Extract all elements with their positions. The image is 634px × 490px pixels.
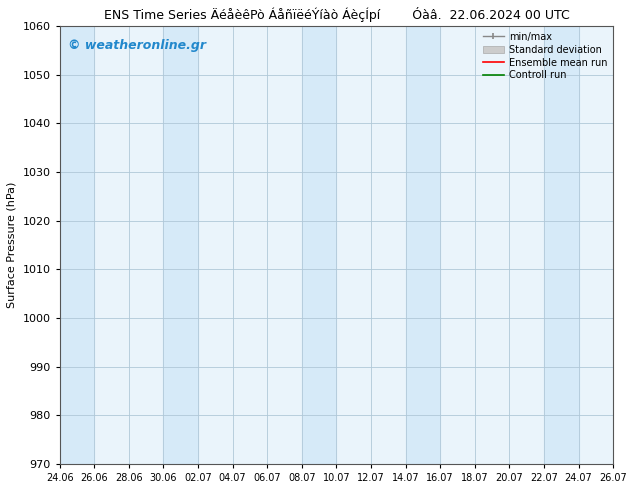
Legend: min/max, Standard deviation, Ensemble mean run, Controll run: min/max, Standard deviation, Ensemble me…: [479, 28, 611, 84]
Bar: [544, 26, 579, 464]
Title: ENS Time Series ÄéåèêPò ÁåñïëéÝíàò ÁèçÍpí        Óàâ.  22.06.2024 00 UTC: ENS Time Series ÄéåèêPò ÁåñïëéÝíàò ÁèçÍp…: [103, 7, 569, 22]
Bar: [164, 26, 198, 464]
Bar: [302, 26, 337, 464]
Y-axis label: Surface Pressure (hPa): Surface Pressure (hPa): [7, 182, 17, 308]
Bar: [60, 26, 94, 464]
Text: © weatheronline.gr: © weatheronline.gr: [68, 39, 206, 52]
Bar: [406, 26, 440, 464]
